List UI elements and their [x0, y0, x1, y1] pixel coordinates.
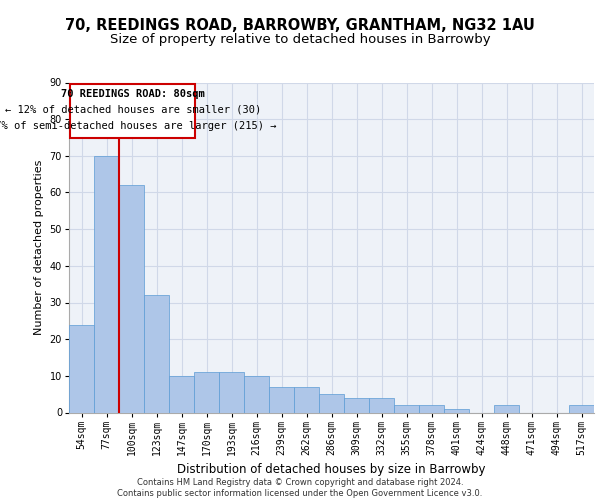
Text: 87% of semi-detached houses are larger (215) →: 87% of semi-detached houses are larger (… [0, 121, 277, 131]
Y-axis label: Number of detached properties: Number of detached properties [34, 160, 44, 335]
X-axis label: Distribution of detached houses by size in Barrowby: Distribution of detached houses by size … [177, 463, 486, 476]
Bar [119, 185, 144, 412]
Bar [69, 324, 94, 412]
Text: 70, REEDINGS ROAD, BARROWBY, GRANTHAM, NG32 1AU: 70, REEDINGS ROAD, BARROWBY, GRANTHAM, N… [65, 18, 535, 32]
Bar [169, 376, 194, 412]
Bar [144, 295, 169, 412]
Bar [569, 405, 594, 412]
Text: ← 12% of detached houses are smaller (30): ← 12% of detached houses are smaller (30… [5, 104, 261, 114]
Bar [194, 372, 219, 412]
Text: 70 REEDINGS ROAD: 80sqm: 70 REEDINGS ROAD: 80sqm [61, 88, 205, 99]
Bar [319, 394, 344, 412]
FancyBboxPatch shape [70, 84, 195, 138]
Bar [219, 372, 244, 412]
Text: Size of property relative to detached houses in Barrowby: Size of property relative to detached ho… [110, 34, 490, 46]
Bar [94, 156, 119, 412]
Bar [419, 405, 444, 412]
Bar [444, 409, 469, 412]
Bar [494, 405, 519, 412]
Bar [344, 398, 369, 412]
Bar [269, 387, 294, 412]
Text: Contains HM Land Registry data © Crown copyright and database right 2024.
Contai: Contains HM Land Registry data © Crown c… [118, 478, 482, 498]
Bar [294, 387, 319, 412]
Bar [369, 398, 394, 412]
Bar [244, 376, 269, 412]
Bar [394, 405, 419, 412]
